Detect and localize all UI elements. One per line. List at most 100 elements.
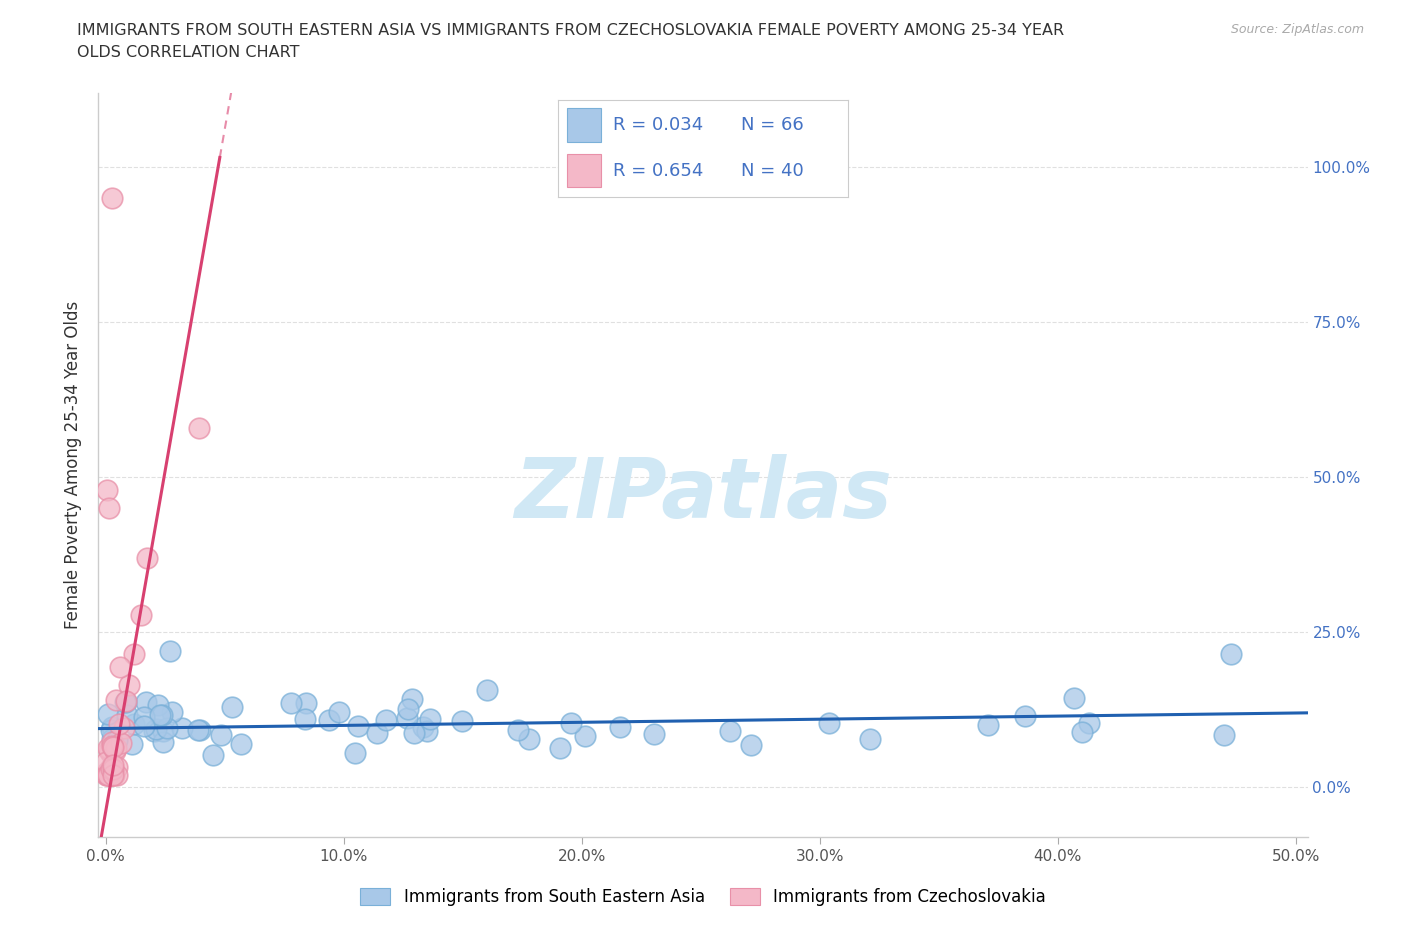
Point: [100, 767, 122, 782]
Point: [97, 767, 120, 782]
Point: [159, 644, 181, 658]
Point: [149, 708, 172, 723]
Legend: Immigrants from South Eastern Asia, Immigrants from Czechoslovakia: Immigrants from South Eastern Asia, Immi…: [353, 881, 1053, 912]
Point: [114, 695, 136, 710]
Point: [129, 607, 152, 622]
Point: [609, 719, 631, 734]
Point: [98, 745, 121, 760]
Point: [231, 737, 253, 751]
Point: [1212, 728, 1234, 743]
Point: [114, 695, 136, 710]
Point: [104, 744, 127, 759]
Point: [451, 713, 474, 728]
Point: [101, 720, 124, 735]
Text: Source: ZipAtlas.com: Source: ZipAtlas.com: [1230, 23, 1364, 36]
Point: [188, 723, 211, 737]
Point: [201, 748, 224, 763]
Point: [121, 737, 143, 751]
Point: [118, 678, 141, 693]
Point: [560, 715, 582, 730]
Point: [152, 724, 174, 738]
Point: [574, 728, 596, 743]
Point: [100, 191, 122, 206]
Point: [105, 692, 128, 707]
Point: [97, 767, 120, 782]
Text: OLDS CORRELATION CHART: OLDS CORRELATION CHART: [77, 45, 299, 60]
Point: [396, 711, 419, 725]
Point: [98, 767, 121, 782]
Point: [221, 699, 243, 714]
Point: [96, 767, 118, 782]
Point: [150, 708, 173, 723]
Point: [859, 731, 882, 746]
Point: [146, 698, 169, 712]
Point: [280, 696, 302, 711]
Point: [104, 741, 127, 756]
Point: [401, 691, 423, 706]
Point: [122, 716, 145, 731]
Text: ZIPatlas: ZIPatlas: [515, 454, 891, 536]
Point: [115, 694, 138, 709]
Point: [96, 767, 118, 782]
Point: [94, 754, 117, 769]
Point: [475, 683, 498, 698]
Point: [818, 716, 841, 731]
Point: [294, 696, 316, 711]
Point: [100, 723, 122, 737]
Point: [105, 767, 128, 782]
Point: [718, 724, 741, 739]
Point: [112, 721, 135, 736]
Point: [101, 738, 124, 753]
Point: [105, 760, 128, 775]
Point: [142, 724, 165, 738]
Point: [97, 742, 120, 757]
Point: [187, 420, 209, 435]
Point: [160, 704, 183, 719]
Point: [209, 727, 232, 742]
Point: [1220, 646, 1243, 661]
Point: [132, 718, 155, 733]
Point: [97, 707, 120, 722]
Point: [122, 646, 145, 661]
Point: [98, 767, 121, 782]
Point: [110, 736, 132, 751]
Point: [366, 725, 388, 740]
Point: [294, 711, 316, 726]
Point: [519, 731, 541, 746]
Point: [506, 723, 529, 737]
Point: [100, 760, 122, 775]
Point: [134, 695, 156, 710]
Point: [152, 735, 174, 750]
Point: [100, 761, 122, 776]
Point: [96, 765, 118, 780]
Point: [328, 705, 350, 720]
Text: IMMIGRANTS FROM SOUTH EASTERN ASIA VS IMMIGRANTS FROM CZECHOSLOVAKIA FEMALE POVE: IMMIGRANTS FROM SOUTH EASTERN ASIA VS IM…: [77, 23, 1064, 38]
Point: [97, 740, 120, 755]
Point: [101, 757, 124, 772]
Point: [170, 721, 193, 736]
Point: [101, 732, 124, 747]
Point: [103, 761, 125, 776]
Point: [101, 735, 124, 750]
Point: [374, 712, 396, 727]
Point: [101, 739, 124, 754]
Point: [419, 711, 441, 726]
Point: [412, 720, 434, 735]
Point: [1014, 708, 1036, 723]
Point: [1070, 724, 1092, 739]
Point: [136, 551, 159, 565]
Point: [187, 723, 209, 737]
Point: [145, 722, 167, 737]
Point: [344, 746, 367, 761]
Point: [110, 660, 132, 675]
Point: [402, 725, 425, 740]
Point: [103, 767, 125, 782]
Point: [1078, 715, 1101, 730]
Point: [396, 701, 419, 716]
Point: [134, 710, 156, 724]
Point: [346, 719, 368, 734]
Point: [318, 712, 340, 727]
Point: [976, 718, 998, 733]
Y-axis label: Female Poverty Among 25-34 Year Olds: Female Poverty Among 25-34 Year Olds: [65, 301, 83, 629]
Point: [101, 767, 124, 782]
